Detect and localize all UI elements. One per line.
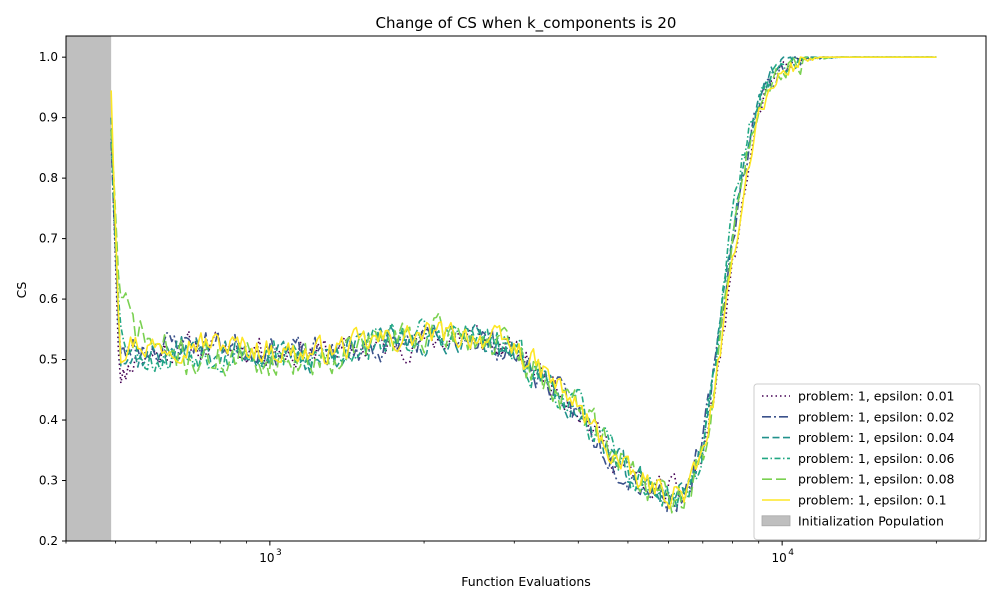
series-line-6 xyxy=(110,56,937,510)
y-tick-label: 0.2 xyxy=(39,534,58,548)
legend-label-3: problem: 1, epsilon: 0.04 xyxy=(798,430,955,445)
chart-title: Change of CS when k_components is 20 xyxy=(376,14,677,33)
legend-label-4: problem: 1, epsilon: 0.06 xyxy=(798,451,955,466)
y-tick-label: 0.8 xyxy=(39,171,58,185)
x-tick-exponent: 3 xyxy=(276,548,282,558)
y-tick-label: 0.5 xyxy=(39,353,58,367)
legend-box xyxy=(753,383,981,541)
legend-label-6: problem: 1, epsilon: 0.1 xyxy=(798,493,947,508)
legend-label-5: problem: 1, epsilon: 0.08 xyxy=(798,472,955,487)
x-tick-exponent: 4 xyxy=(788,548,794,558)
legend-label-init: Initialization Population xyxy=(798,513,944,528)
series-line-5 xyxy=(110,56,937,514)
y-tick-label: 1.0 xyxy=(39,50,58,64)
y-tick-label: 0.6 xyxy=(39,292,58,306)
x-tick-label: 10 xyxy=(259,551,274,565)
y-axis-label: CS xyxy=(14,282,29,299)
plot-frame xyxy=(65,35,987,542)
y-tick-label: 0.9 xyxy=(39,111,58,125)
legend-label-1: problem: 1, epsilon: 0.01 xyxy=(798,389,954,404)
y-tick-label: 0.7 xyxy=(39,232,58,246)
init-population-band xyxy=(66,36,112,541)
x-axis-label: Function Evaluations xyxy=(461,574,591,589)
y-tick-label: 0.3 xyxy=(39,474,58,488)
legend-swatch-init xyxy=(761,515,791,527)
legend: problem: 1, epsilon: 0.01 problem: 1, eps… xyxy=(753,383,981,541)
x-tick-label: 10 xyxy=(772,551,787,565)
legend-label-2: problem: 1, epsilon: 0.02 xyxy=(798,409,954,424)
y-tick-label: 0.4 xyxy=(39,413,58,427)
